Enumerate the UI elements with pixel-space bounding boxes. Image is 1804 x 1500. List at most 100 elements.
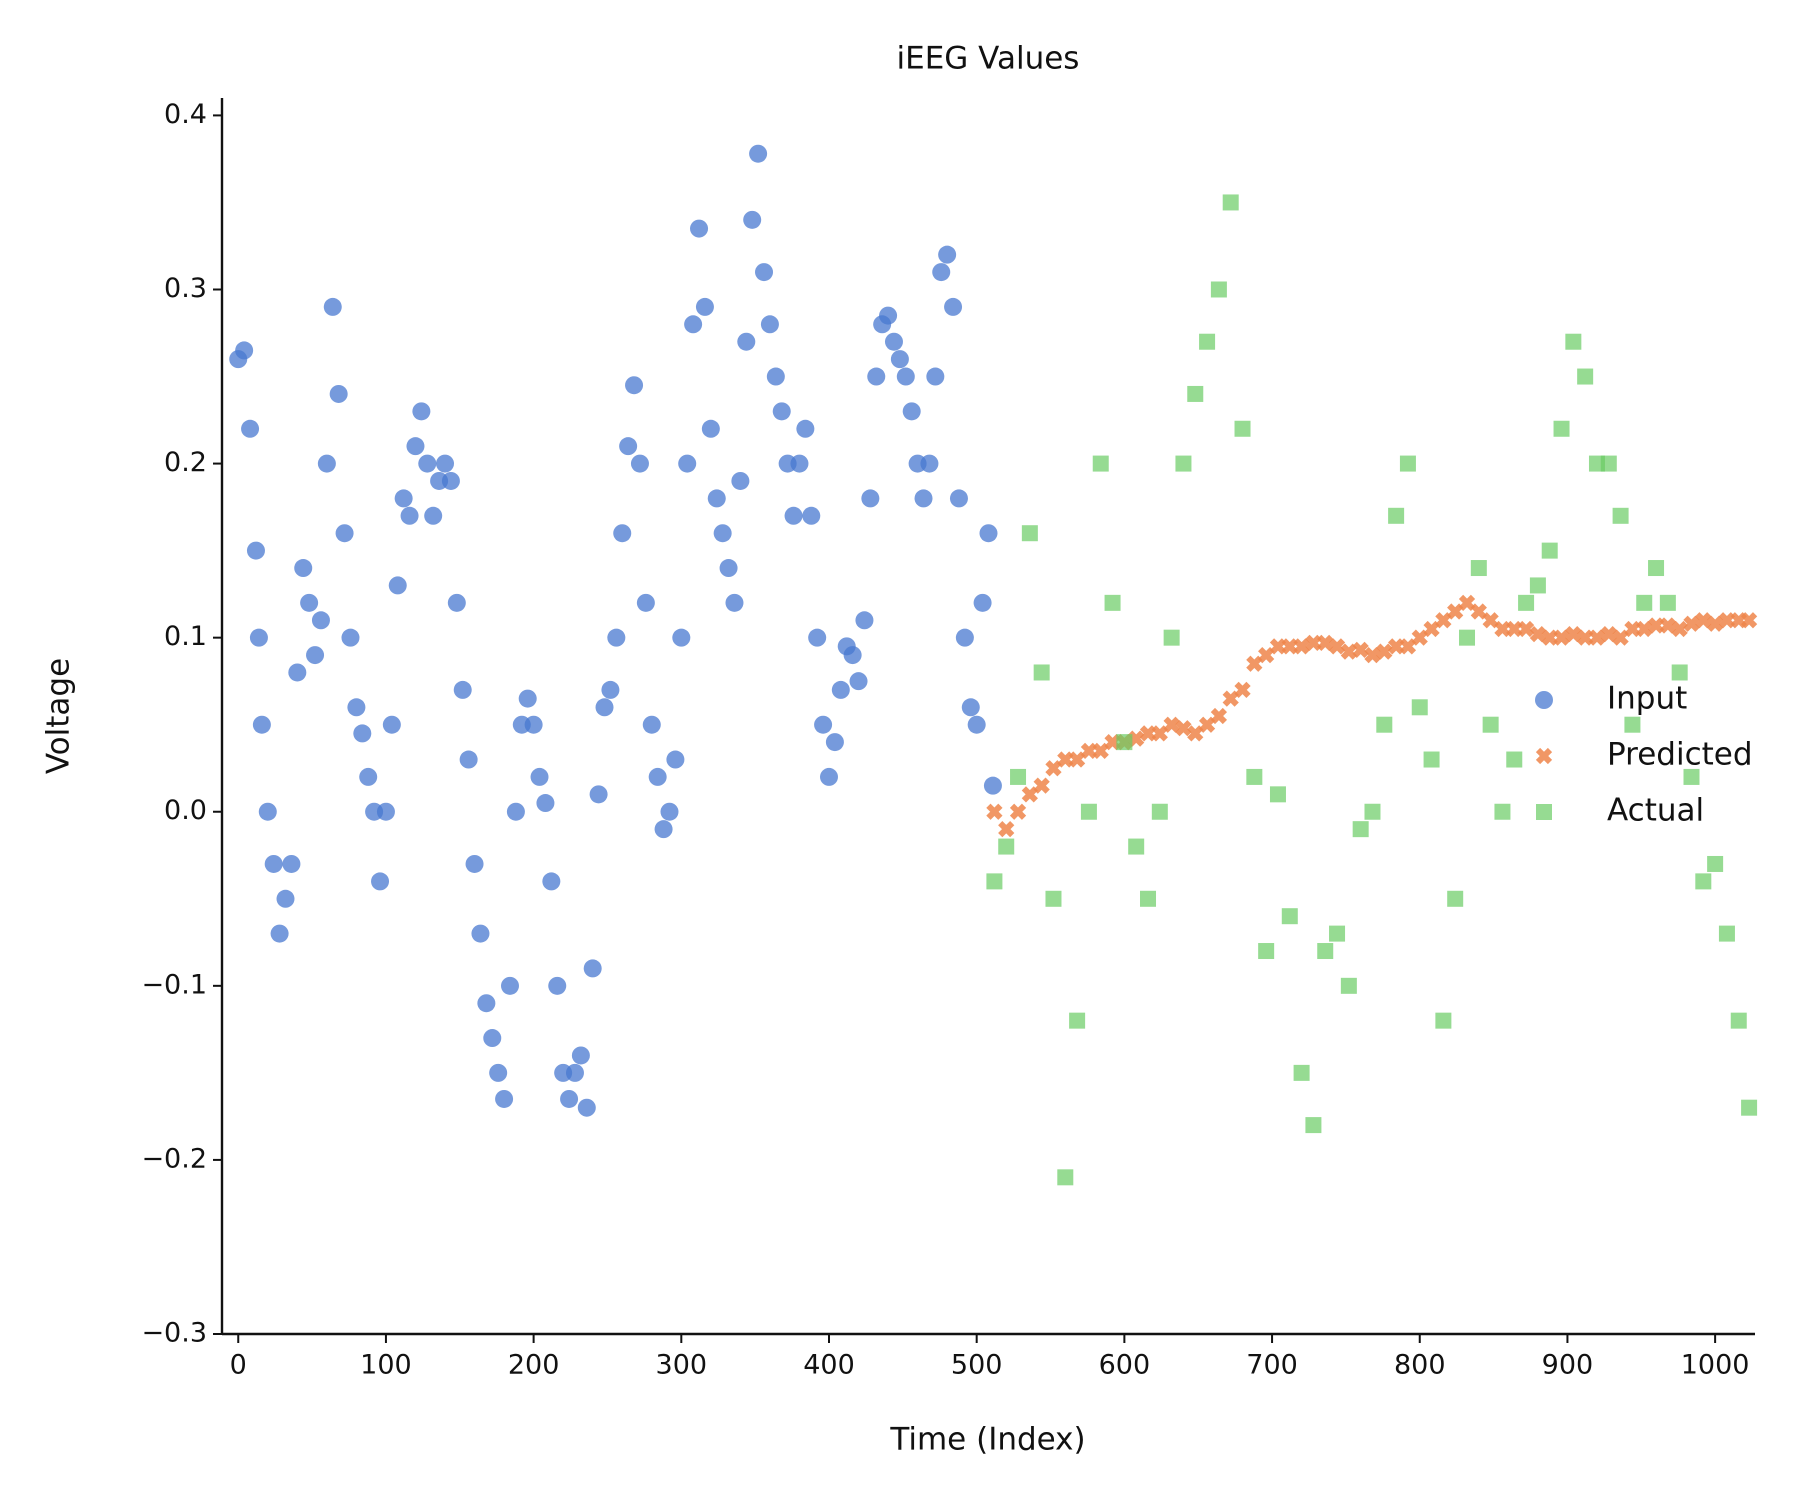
point: [1740, 612, 1758, 629]
point: [530, 767, 549, 786]
point: [944, 297, 963, 316]
x-tick-label: 300: [656, 1350, 708, 1381]
point: [1659, 617, 1676, 634]
point: [1269, 786, 1286, 803]
point: [884, 332, 903, 351]
point: [412, 402, 431, 421]
y-tick-label: −0.3: [141, 1318, 207, 1349]
point: [1010, 768, 1027, 785]
point: [1092, 455, 1109, 472]
point: [1246, 655, 1263, 672]
point: [249, 628, 268, 647]
point: [861, 489, 880, 508]
legend-label: Predicted: [1607, 737, 1753, 773]
point: [589, 785, 608, 804]
point: [560, 1089, 579, 1108]
point: [1057, 1169, 1074, 1186]
point: [1529, 626, 1547, 643]
point: [1021, 525, 1038, 542]
point: [1068, 751, 1086, 768]
legend-label: Input: [1607, 681, 1687, 717]
point: [1423, 751, 1440, 768]
point: [666, 750, 685, 769]
point: [660, 802, 679, 821]
point: [306, 646, 325, 665]
point: [1470, 603, 1487, 620]
point: [1293, 1064, 1310, 1081]
point: [329, 384, 348, 403]
point: [1411, 699, 1428, 716]
point: [465, 854, 484, 873]
point: [311, 611, 330, 630]
point: [1399, 638, 1417, 655]
point: [1600, 626, 1617, 643]
point: [1210, 281, 1227, 298]
point: [1258, 646, 1275, 664]
x-tick-label: 600: [1099, 1350, 1151, 1381]
y-tick-label: 0.3: [164, 273, 207, 304]
point: [695, 297, 714, 316]
point: [790, 454, 809, 473]
point: [1565, 333, 1582, 350]
point: [276, 889, 295, 908]
point: [1636, 594, 1653, 611]
point: [1092, 742, 1109, 759]
point: [725, 593, 744, 612]
point: [1553, 420, 1570, 437]
point: [760, 315, 779, 334]
point: [317, 454, 336, 473]
point: [1329, 925, 1346, 942]
point: [998, 821, 1015, 838]
point: [1600, 455, 1617, 472]
point: [1187, 725, 1204, 742]
legend-marker: [1535, 747, 1553, 765]
point: [1080, 803, 1097, 820]
point: [1612, 629, 1629, 646]
point: [388, 576, 407, 595]
point: [737, 332, 756, 351]
point: [1671, 664, 1688, 681]
x-tick-label: 400: [803, 1350, 855, 1381]
point: [831, 680, 850, 699]
point: [625, 376, 644, 395]
point: [1317, 943, 1334, 960]
point: [347, 698, 366, 717]
point: [382, 715, 401, 734]
point: [1388, 507, 1405, 524]
x-tick-label: 0: [230, 1350, 247, 1381]
point: [595, 698, 614, 717]
point: [1399, 455, 1416, 472]
point: [867, 367, 886, 386]
point: [252, 715, 271, 734]
point: [902, 402, 921, 421]
point: [1258, 943, 1275, 960]
point: [353, 724, 372, 743]
point: [300, 593, 319, 612]
point: [1328, 638, 1346, 655]
point: [1730, 1012, 1747, 1029]
point: [1116, 734, 1133, 751]
point: [719, 559, 738, 578]
point: [961, 698, 980, 717]
point: [926, 367, 945, 386]
point: [983, 776, 1002, 795]
point: [1411, 629, 1428, 646]
point: [1659, 594, 1676, 611]
point: [241, 419, 260, 438]
point: [1376, 643, 1393, 660]
point: [1683, 615, 1700, 632]
point: [808, 628, 827, 647]
point: [701, 419, 720, 438]
point: [914, 489, 933, 508]
point: [973, 593, 992, 612]
point: [825, 733, 844, 752]
point: [483, 1029, 502, 1048]
point: [1636, 620, 1653, 638]
point: [1246, 768, 1263, 785]
point: [1447, 890, 1464, 907]
point: [1695, 612, 1712, 629]
y-axis-label: Voltage: [41, 658, 77, 774]
point: [1376, 716, 1393, 733]
point: [1317, 634, 1334, 652]
